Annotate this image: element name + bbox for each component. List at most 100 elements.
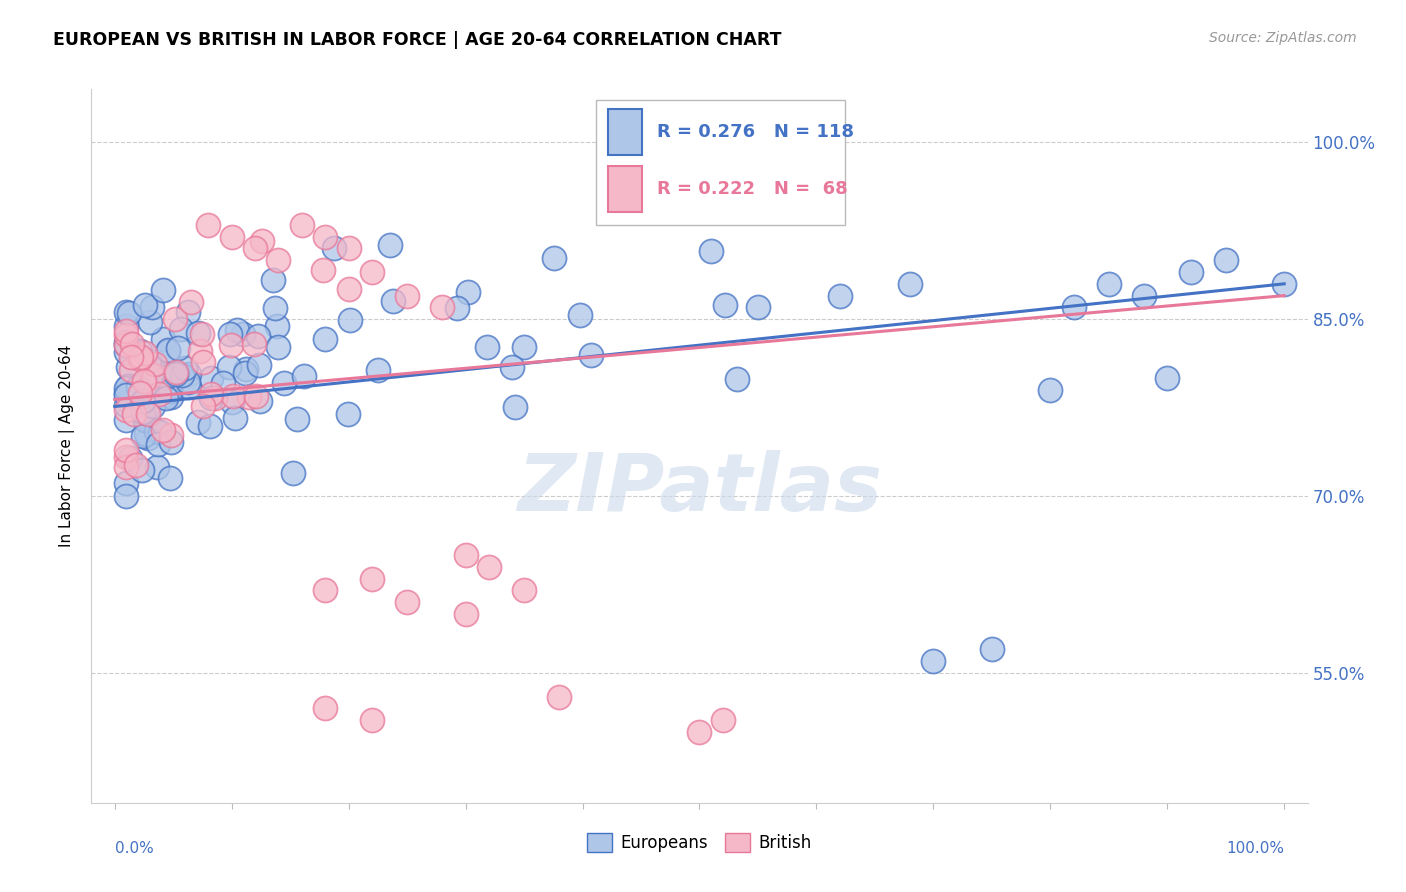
Y-axis label: In Labor Force | Age 20-64: In Labor Force | Age 20-64	[59, 345, 76, 547]
Point	[688, 725, 710, 739]
Point	[281, 466, 304, 480]
Point	[396, 595, 419, 609]
Point	[699, 244, 721, 258]
Point	[361, 265, 384, 279]
Point	[121, 337, 143, 351]
Point	[115, 334, 138, 349]
Point	[129, 350, 152, 364]
Point	[115, 318, 138, 333]
Point	[117, 360, 139, 375]
Point	[146, 437, 169, 451]
Legend: Europeans, British: Europeans, British	[581, 827, 818, 859]
Point	[273, 376, 295, 390]
Point	[218, 359, 240, 374]
Point	[136, 431, 159, 445]
Point	[129, 352, 152, 367]
Point	[454, 607, 477, 621]
Point	[120, 350, 142, 364]
Point	[152, 283, 174, 297]
Point	[198, 419, 221, 434]
Point	[187, 326, 209, 340]
Point	[172, 368, 194, 383]
Point	[149, 425, 172, 439]
Point	[339, 313, 361, 327]
Point	[177, 367, 200, 381]
Point	[211, 376, 233, 390]
Point	[141, 300, 163, 314]
Point	[221, 229, 243, 244]
Point	[291, 218, 314, 232]
Point	[314, 229, 336, 244]
Point	[152, 423, 174, 437]
Point	[157, 343, 180, 357]
Point	[219, 338, 242, 352]
Point	[125, 458, 148, 472]
Point	[226, 322, 249, 336]
Point	[160, 428, 183, 442]
Point	[382, 293, 405, 308]
Point	[222, 389, 245, 403]
Point	[246, 329, 269, 343]
Point	[155, 369, 177, 384]
Point	[180, 294, 202, 309]
Point	[191, 327, 214, 342]
Point	[121, 378, 143, 392]
Point	[200, 371, 222, 385]
Point	[115, 337, 138, 351]
Point	[432, 301, 454, 315]
Point	[314, 583, 336, 598]
Point	[177, 380, 200, 394]
Point	[361, 572, 384, 586]
Point	[124, 408, 146, 422]
Point	[323, 241, 346, 255]
Point	[118, 384, 141, 399]
Point	[204, 392, 226, 406]
Point	[454, 548, 477, 562]
Point	[543, 251, 565, 265]
Point	[713, 298, 735, 312]
Point	[980, 642, 1002, 657]
Text: R = 0.222   N =  68: R = 0.222 N = 68	[657, 180, 848, 198]
Point	[361, 713, 384, 727]
Point	[187, 415, 209, 429]
Point	[503, 400, 526, 414]
Point	[221, 394, 243, 409]
Point	[132, 428, 155, 442]
Point	[160, 390, 183, 404]
Point	[1215, 253, 1237, 268]
Point	[165, 312, 187, 326]
Point	[136, 412, 159, 426]
Point	[165, 365, 187, 379]
Point	[115, 398, 138, 412]
Text: ZIPatlas: ZIPatlas	[517, 450, 882, 528]
Point	[115, 345, 138, 359]
Point	[115, 386, 138, 401]
Point	[156, 343, 179, 358]
Point	[478, 560, 501, 574]
Point	[173, 361, 195, 376]
Point	[725, 372, 748, 386]
Point	[159, 384, 181, 398]
Point	[142, 368, 165, 382]
Point	[579, 348, 602, 362]
Point	[145, 424, 167, 438]
Point	[146, 460, 169, 475]
Point	[898, 277, 921, 291]
Point	[219, 327, 242, 342]
Text: Source: ZipAtlas.com: Source: ZipAtlas.com	[1209, 31, 1357, 45]
Point	[148, 386, 170, 401]
Point	[314, 701, 336, 715]
Point	[513, 583, 536, 598]
FancyBboxPatch shape	[596, 100, 845, 225]
Point	[267, 340, 290, 354]
Point	[121, 342, 143, 356]
Text: 100.0%: 100.0%	[1226, 840, 1284, 855]
Point	[118, 306, 141, 320]
Point	[115, 304, 138, 318]
Point	[152, 332, 174, 346]
Point	[139, 368, 162, 383]
Point	[155, 387, 177, 401]
Point	[336, 408, 359, 422]
Point	[115, 403, 138, 417]
Point	[337, 281, 360, 295]
